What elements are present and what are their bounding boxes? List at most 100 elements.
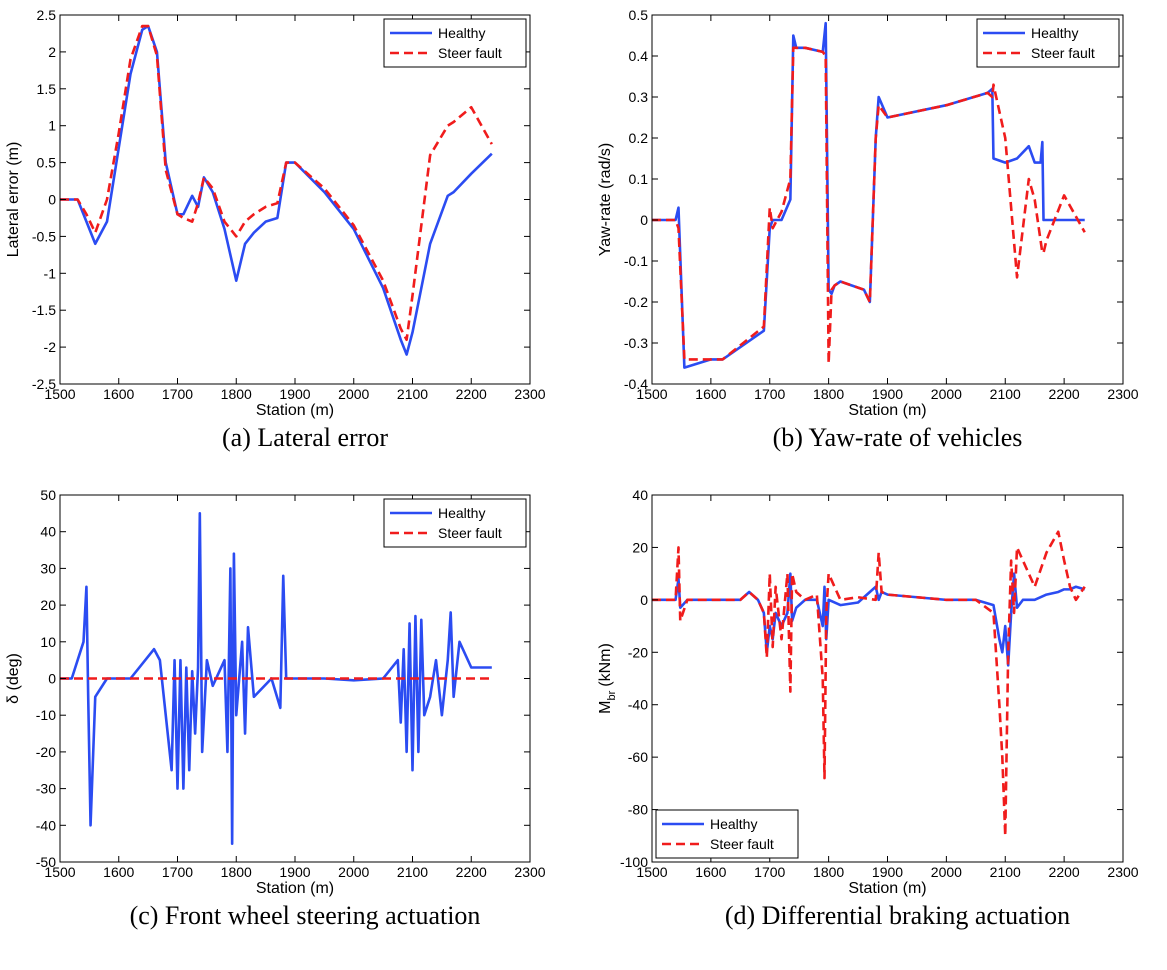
y-tick-label: 40 — [632, 487, 648, 503]
caption: (d) Differential braking actuation — [725, 901, 1070, 930]
x-tick-label: 1600 — [103, 386, 134, 402]
y-tick-label: 0 — [48, 671, 56, 687]
x-tick-label: 1800 — [221, 386, 252, 402]
y-axis-label: Mbr (kNm) — [597, 643, 618, 714]
y-tick-label: -40 — [36, 817, 56, 833]
legend-label: Healthy — [710, 816, 757, 832]
x-tick-label: 2300 — [514, 864, 545, 880]
plot-area — [60, 15, 530, 384]
y-axis-label: Yaw-rate (rad/s) — [597, 143, 614, 257]
x-tick-label: 2000 — [931, 386, 962, 402]
legend-label: Healthy — [438, 25, 485, 41]
y-tick-label: -80 — [628, 802, 648, 818]
x-tick-label: 1600 — [103, 864, 134, 880]
legend-box — [383, 18, 527, 68]
x-tick-label: 1900 — [872, 864, 903, 880]
x-tick-label: 1700 — [162, 386, 193, 402]
x-tick-label: 2000 — [931, 864, 962, 880]
plot-area — [652, 15, 1123, 384]
y-label-main: Lateral error (m) — [5, 142, 22, 258]
x-tick-label: 2100 — [990, 386, 1021, 402]
y-label-unit: (kNm) — [597, 643, 614, 687]
x-tick-label: 2000 — [338, 864, 369, 880]
legend-label: Steer fault — [438, 45, 502, 61]
x-tick-label: 2200 — [456, 864, 487, 880]
legend-label: Healthy — [438, 505, 485, 521]
y-label-main: Yaw-rate (rad/s) — [597, 143, 614, 257]
y-tick-label: 50 — [40, 487, 56, 503]
legend-box — [383, 498, 527, 548]
x-axis-label: Station (m) — [848, 402, 926, 419]
y-tick-label: 0.4 — [629, 48, 649, 64]
x-tick-label: 1700 — [754, 386, 785, 402]
legend-label: Steer fault — [438, 525, 502, 541]
y-tick-label: 20 — [40, 597, 56, 613]
y-tick-label: -0.2 — [624, 294, 648, 310]
y-axis-label: δ (deg) — [5, 653, 22, 704]
y-tick-label: 0.5 — [37, 155, 57, 171]
y-tick-label: 2 — [48, 44, 56, 60]
y-tick-label: 1.5 — [37, 81, 57, 97]
y-tick-label: 0 — [640, 212, 648, 228]
x-tick-label: 1600 — [695, 386, 726, 402]
y-tick-label: -60 — [628, 749, 648, 765]
y-tick-label: 40 — [40, 524, 56, 540]
x-tick-label: 1500 — [636, 864, 667, 880]
x-tick-label: 2300 — [1107, 386, 1138, 402]
y-tick-label: -1.5 — [32, 302, 56, 318]
y-tick-label: 0.5 — [629, 7, 649, 23]
x-axis-label: Station (m) — [848, 880, 926, 897]
y-tick-label: -2.5 — [32, 376, 56, 392]
x-tick-label: 1900 — [279, 864, 310, 880]
y-tick-label: -0.3 — [624, 335, 648, 351]
y-tick-label: 2.5 — [37, 7, 57, 23]
x-tick-label: 1500 — [44, 386, 75, 402]
x-tick-label: 2000 — [338, 386, 369, 402]
x-axis-label: Station (m) — [256, 402, 334, 419]
x-tick-label: 1600 — [695, 864, 726, 880]
y-tick-label: 10 — [40, 634, 56, 650]
caption: (c) Front wheel steering actuation — [130, 901, 481, 930]
x-tick-label: 1900 — [872, 386, 903, 402]
y-tick-label: -20 — [36, 744, 56, 760]
data-line — [652, 46, 1086, 365]
legend-label: Steer fault — [710, 836, 774, 852]
x-tick-label: 1700 — [162, 864, 193, 880]
x-tick-label: 2200 — [1049, 386, 1080, 402]
y-tick-label: -0.1 — [624, 253, 648, 269]
x-tick-label: 2200 — [456, 386, 487, 402]
legend-label: Healthy — [1031, 25, 1078, 41]
x-tick-label: 1800 — [813, 864, 844, 880]
y-tick-label: -100 — [620, 854, 648, 870]
plot-area — [652, 495, 1123, 862]
y-label-sub: br — [606, 690, 618, 700]
x-tick-label: 2300 — [1107, 864, 1138, 880]
y-tick-label: 30 — [40, 560, 56, 576]
x-tick-label: 1700 — [754, 864, 785, 880]
y-tick-label: -0.4 — [624, 376, 648, 392]
legend-label: Steer fault — [1031, 45, 1095, 61]
y-tick-label: -1 — [44, 265, 57, 281]
y-tick-label: -40 — [628, 697, 648, 713]
x-tick-label: 1500 — [636, 386, 667, 402]
legend-box — [976, 18, 1120, 68]
y-tick-label: -0.5 — [32, 228, 56, 244]
legend-box — [655, 809, 799, 859]
y-tick-label: -10 — [36, 707, 56, 723]
y-tick-label: 0.1 — [629, 171, 649, 187]
y-label-main: δ (deg) — [5, 653, 22, 704]
x-tick-label: 2100 — [397, 864, 428, 880]
y-tick-label: 0.2 — [629, 130, 649, 146]
y-axis-label: Lateral error (m) — [5, 142, 22, 258]
caption: (a) Lateral error — [222, 423, 388, 452]
x-tick-label: 2200 — [1049, 864, 1080, 880]
y-label-main: M — [597, 701, 614, 714]
y-tick-label: 1 — [48, 118, 56, 134]
y-tick-label: -2 — [44, 339, 57, 355]
y-tick-label: 0.3 — [629, 89, 649, 105]
x-tick-label: 1800 — [813, 386, 844, 402]
y-tick-label: -20 — [628, 644, 648, 660]
x-tick-label: 2300 — [514, 386, 545, 402]
caption: (b) Yaw-rate of vehicles — [773, 423, 1023, 452]
